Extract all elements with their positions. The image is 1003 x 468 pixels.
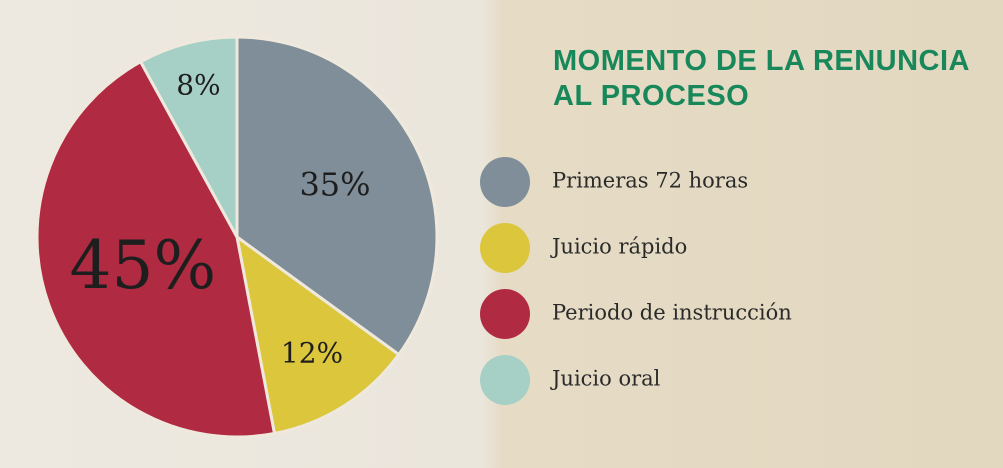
legend-swatch [480, 355, 530, 405]
infographic: 35% 12% 45% 8% Primeras 72 horas Juicio rápid… [0, 0, 1003, 468]
slice-label: 12% [281, 337, 343, 370]
slice-label: 35% [299, 166, 370, 204]
slice-label: 8% [176, 68, 220, 101]
legend-swatch [480, 289, 530, 339]
legend-label: Primeras 72 horas [552, 169, 748, 193]
legend-label: Periodo de instrucción [552, 301, 792, 325]
slice-label: 45% [70, 227, 217, 304]
legend-swatch [480, 157, 530, 207]
legend-label: Juicio oral [550, 367, 661, 391]
chart-title: MOMENTO DE LA RENUNCIA AL PROCESO [553, 44, 973, 114]
legend-label: Juicio rápido [550, 235, 687, 259]
legend-swatch [480, 223, 530, 273]
